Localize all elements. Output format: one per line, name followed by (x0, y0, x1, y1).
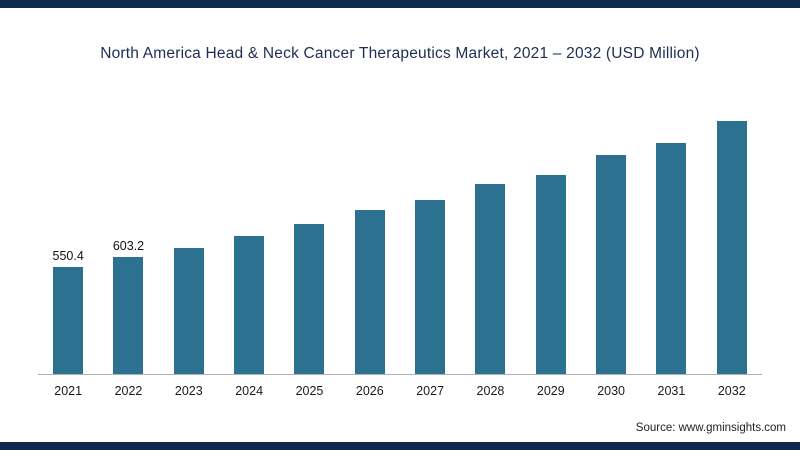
bar (354, 210, 385, 374)
chart-title: North America Head & Neck Cancer Therape… (100, 45, 700, 62)
bar (294, 224, 325, 374)
top-border-bar (0, 0, 800, 8)
bar (656, 143, 687, 374)
x-axis-tick-label: 2023 (174, 384, 203, 398)
x-axis-tick-label: 2030 (597, 384, 626, 398)
bar-column (340, 210, 400, 374)
bar (234, 236, 265, 374)
bar (415, 200, 446, 374)
source-attribution: Source: www.gminsights.com (636, 422, 786, 434)
bar (716, 121, 747, 374)
bar-column (702, 121, 762, 374)
bar-value-label: 550.4 (52, 249, 84, 263)
bar-column (159, 248, 219, 374)
bar-column (641, 143, 701, 374)
bar-column (581, 155, 641, 374)
source-label: Source: (635, 422, 676, 434)
bottom-border-bar (0, 442, 800, 450)
bar (596, 155, 627, 374)
bar-column: 603.2 (98, 239, 158, 374)
x-axis-tick-label: 2029 (536, 384, 565, 398)
bar-chart-plot: 550.4 603.2 (38, 64, 762, 375)
bar (173, 248, 204, 374)
x-axis-tick-label: 2032 (717, 384, 746, 398)
x-axis-tick-label: 2031 (657, 384, 686, 398)
bar-value-label: 603.2 (112, 239, 145, 253)
x-axis-labels: 2021 2022 2023 2024 2025 2026 2027 2028 2029 2030… (38, 375, 762, 398)
bar-column (460, 184, 520, 374)
bar (113, 257, 144, 374)
bar (475, 184, 506, 374)
source-url-text: www.gminsights.com (678, 422, 786, 434)
x-axis-tick-label: 2027 (416, 384, 445, 398)
x-axis-tick-label: 2025 (295, 384, 324, 398)
bar (53, 267, 84, 374)
bar (535, 175, 566, 374)
x-axis-tick-label: 2022 (114, 384, 143, 398)
bar-column (219, 236, 279, 374)
bar-column (521, 175, 581, 374)
bar-column: 550.4 (38, 249, 98, 374)
x-axis-tick-label: 2021 (54, 384, 83, 398)
x-axis-tick-label: 2028 (476, 384, 505, 398)
x-axis-tick-label: 2026 (355, 384, 384, 398)
bar-column (279, 224, 339, 374)
x-axis-tick-label: 2024 (235, 384, 264, 398)
bar-column (400, 200, 460, 374)
